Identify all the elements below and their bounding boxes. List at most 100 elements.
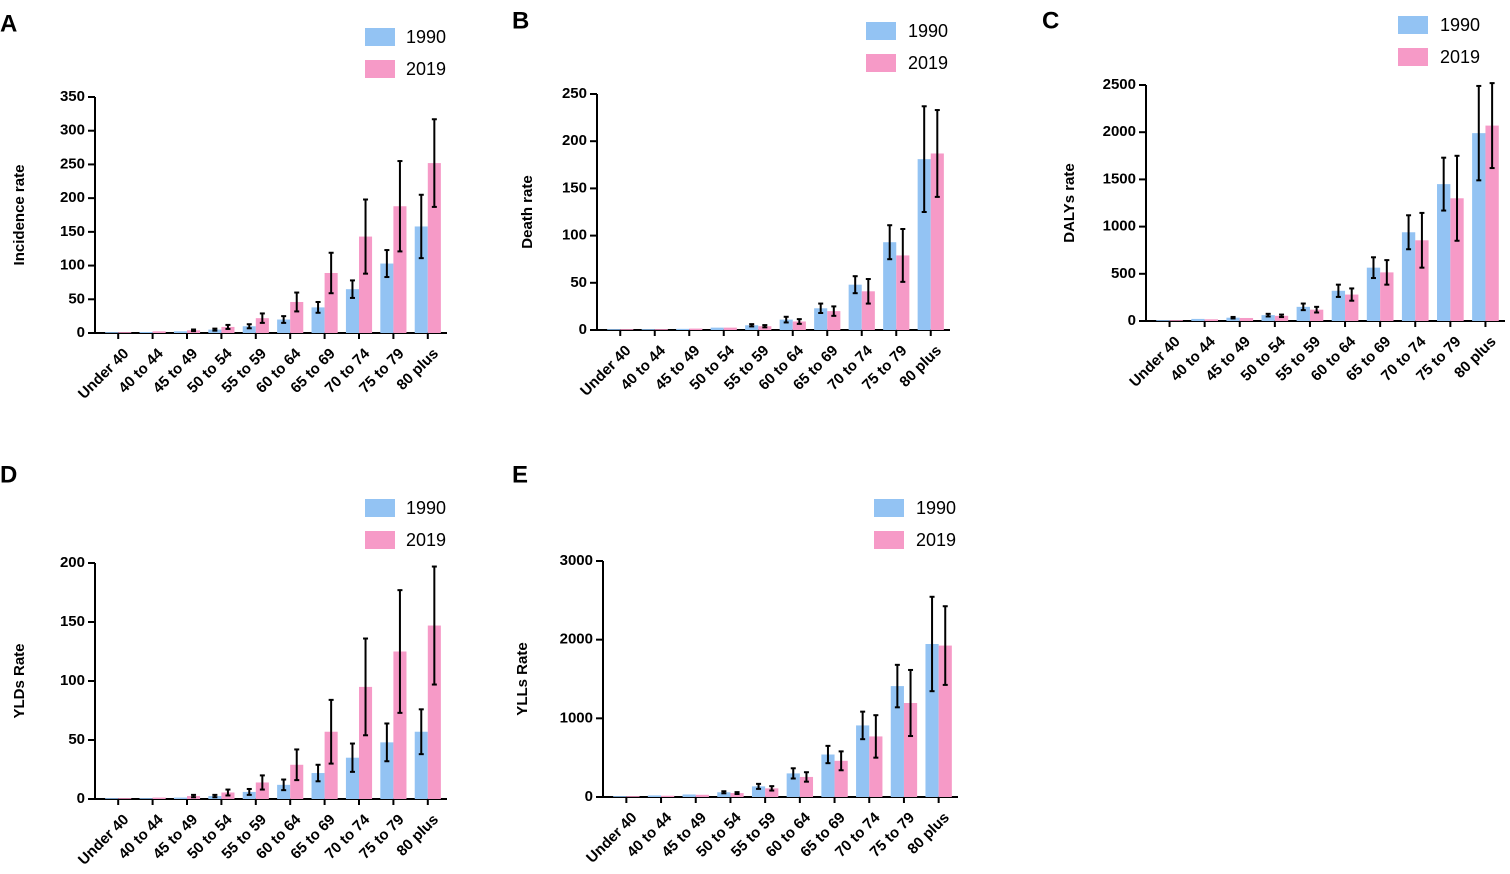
bar-1990-7 <box>311 307 325 333</box>
error-bar-1990-10 <box>921 105 927 213</box>
error-bar-2019-7 <box>328 251 334 295</box>
bar-2019-1 <box>118 332 132 333</box>
bar-2019-9 <box>896 255 910 330</box>
bar-2019-5 <box>765 788 779 797</box>
bar-1990-9 <box>380 263 394 333</box>
bar-1990-1 <box>105 798 119 799</box>
error-bar-2019-4 <box>225 788 231 797</box>
error-bar-2019-9 <box>397 160 403 253</box>
y-tick-label: 200 <box>60 554 85 571</box>
bar-2019-6 <box>290 301 304 333</box>
legend-swatch-1990 <box>874 499 904 517</box>
bar-1990-4 <box>717 792 731 797</box>
bar-2019-1 <box>620 329 634 330</box>
bar-1990-10 <box>414 226 428 333</box>
y-tick-label: 100 <box>60 672 85 689</box>
legend-label-2019: 2019 <box>406 530 446 550</box>
error-bar-2019-8 <box>1419 211 1425 269</box>
y-tick-label: 1500 <box>1103 170 1136 187</box>
error-bar-2019-8 <box>865 278 871 305</box>
y-tick-label: 1000 <box>1103 218 1136 235</box>
bar-2019-3 <box>1239 317 1254 321</box>
error-bar-1990-4 <box>212 793 218 799</box>
panel-letter: B <box>512 7 529 34</box>
bar-2019-8 <box>869 736 883 797</box>
y-tick-label: 0 <box>77 790 85 807</box>
bar-1990-6 <box>277 784 291 799</box>
bar-1990-1 <box>607 329 621 330</box>
bar-1990-9 <box>890 686 904 797</box>
bar-1990-4 <box>1261 315 1275 321</box>
bar-1990-2 <box>139 331 153 333</box>
bar-2019-7 <box>1380 272 1394 321</box>
y-tick-label: 150 <box>562 179 587 196</box>
y-tick-label: 350 <box>60 88 85 105</box>
bar-2019-4 <box>723 327 737 330</box>
y-tick-label: 500 <box>1111 265 1136 282</box>
bar-2019-2 <box>661 795 675 797</box>
y-axis-title: YLLs Rate <box>514 642 531 715</box>
error-bar-2019-10 <box>942 605 948 686</box>
error-bar-1990-5 <box>1300 302 1306 312</box>
bar-2019-1 <box>1169 320 1183 321</box>
x-tick-label: Under 40 <box>1126 333 1183 390</box>
legend-label-2019: 2019 <box>406 59 446 79</box>
error-bar-1990-6 <box>281 778 287 792</box>
bar-1990-8 <box>856 725 870 797</box>
error-bar-2019-4 <box>734 791 740 796</box>
error-bar-1990-8 <box>852 275 858 295</box>
error-bar-2019-10 <box>934 109 940 198</box>
error-bar-1990-9 <box>384 249 390 279</box>
y-tick-label: 0 <box>585 788 593 805</box>
panel-letter: E <box>512 461 528 488</box>
bar-1990-6 <box>779 319 793 330</box>
legend-swatch-2019 <box>365 531 395 549</box>
error-bar-2019-9 <box>397 589 403 714</box>
error-bar-1990-7 <box>315 763 321 783</box>
error-bar-2019-7 <box>838 750 844 772</box>
error-bar-2019-9 <box>1454 154 1460 242</box>
bar-2019-7 <box>324 272 338 333</box>
bar-1990-9 <box>883 242 897 330</box>
error-bar-2019-10 <box>1489 82 1495 170</box>
error-bar-1990-10 <box>1476 84 1482 182</box>
error-bar-1990-10 <box>929 595 935 693</box>
panel-letter: A <box>0 10 17 37</box>
error-bar-1990-9 <box>1441 156 1447 212</box>
bar-1990-10 <box>414 731 428 799</box>
error-bar-1990-5 <box>756 782 762 790</box>
error-bar-2019-5 <box>1314 305 1320 314</box>
bar-1990-7 <box>821 754 835 797</box>
error-bar-1990-10 <box>418 193 424 260</box>
error-bar-1990-8 <box>349 279 355 299</box>
bar-2019-5 <box>255 318 269 333</box>
y-tick-label: 150 <box>60 223 85 240</box>
bar-2019-2 <box>152 331 166 333</box>
bar-2019-6 <box>1345 294 1359 321</box>
bar-1990-7 <box>814 308 828 330</box>
bar-2019-7 <box>827 311 841 330</box>
error-bar-1990-4 <box>1265 312 1271 318</box>
error-bar-1990-9 <box>887 224 893 261</box>
legend-swatch-2019 <box>874 531 904 549</box>
error-bar-2019-5 <box>259 774 265 791</box>
bar-2019-4 <box>730 793 744 797</box>
bar-2019-5 <box>1309 309 1324 321</box>
y-tick-label: 2000 <box>1103 123 1136 140</box>
bar-2019-6 <box>792 321 806 330</box>
y-axis-title: Death rate <box>519 175 536 248</box>
legend-label-1990: 1990 <box>916 498 956 518</box>
bar-2019-3 <box>689 328 703 330</box>
error-bar-1990-9 <box>894 663 900 709</box>
legend-label-1990: 1990 <box>1440 15 1480 35</box>
error-bar-2019-8 <box>363 198 369 275</box>
error-bar-1990-8 <box>1406 214 1412 251</box>
error-bar-2019-10 <box>431 565 437 686</box>
error-bar-2019-4 <box>1279 313 1285 319</box>
error-bar-2019-3 <box>191 793 197 799</box>
bar-1990-2 <box>647 795 662 797</box>
bar-2019-9 <box>393 206 407 333</box>
